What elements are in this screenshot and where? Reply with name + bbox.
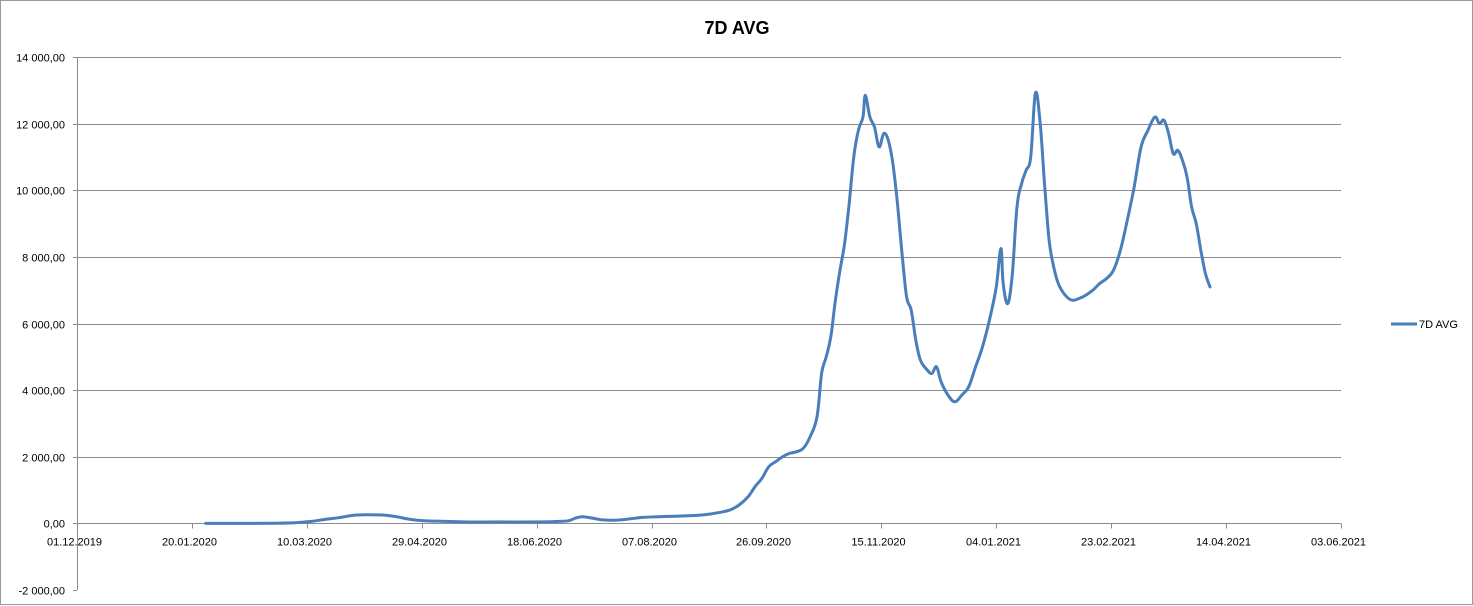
x-tick-label: 10.03.2020	[277, 537, 332, 549]
x-tick-label: 20.01.2020	[162, 537, 217, 549]
series-line	[204, 90, 1212, 525]
y-tick-label: 10 000,00	[16, 186, 65, 198]
y-tick-label: 14 000,00	[16, 53, 65, 65]
y-tick-label: 12 000,00	[16, 120, 65, 132]
y-tick-label: 8 000,00	[22, 253, 65, 265]
y-tick-label: 2 000,00	[22, 453, 65, 465]
x-tick-label: 26.09.2020	[736, 537, 791, 549]
x-tick-label: 18.06.2020	[507, 537, 562, 549]
x-tick-label: 07.08.2020	[622, 537, 677, 549]
legend: 7D AVG	[1391, 319, 1458, 331]
x-tick-label: 04.01.2021	[966, 537, 1021, 549]
x-tick-label: 01.12.2019	[47, 537, 102, 549]
legend-label: 7D AVG	[1419, 319, 1458, 331]
x-tick-label: 29.04.2020	[392, 537, 447, 549]
chart-title: 7D AVG	[704, 18, 769, 38]
y-tick-label: 6 000,00	[22, 320, 65, 332]
x-tick-label: 14.04.2021	[1196, 537, 1251, 549]
y-axis: -2 000,00 0,00 2 000,00 4 000,00 6 000,00 8 0…	[16, 53, 78, 598]
y-tick-label: -2 000,00	[19, 586, 65, 598]
x-axis: 01.12.2019 20.01.2020 10.03.2020 29.04.2020…	[47, 523, 1366, 549]
y-tick-label: 4 000,00	[22, 386, 65, 398]
gridlines	[77, 57, 1341, 524]
y-tick-label: 0,00	[44, 519, 65, 531]
x-tick-label: 03.06.2021	[1311, 537, 1366, 549]
x-tick-label: 15.11.2020	[851, 537, 905, 549]
series-7d-avg	[204, 90, 1212, 525]
x-tick-label: 23.02.2021	[1081, 537, 1136, 549]
